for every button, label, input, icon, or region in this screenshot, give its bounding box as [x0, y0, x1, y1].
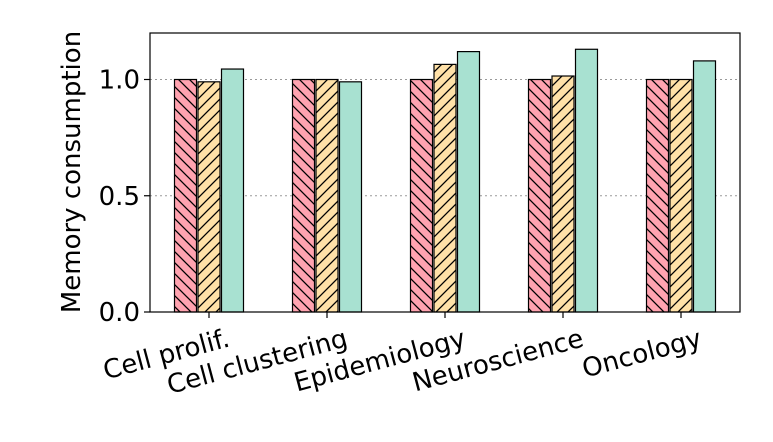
- y-tick-label: 0.0: [99, 298, 140, 328]
- bar-hatch: [528, 79, 551, 312]
- bar-hatch: [198, 81, 220, 312]
- bar-fill: [221, 69, 244, 312]
- bar-hatch: [292, 79, 315, 312]
- y-axis-title: Memory consumption: [57, 31, 87, 313]
- bar-hatch: [646, 79, 669, 312]
- bar-hatch: [670, 79, 692, 312]
- bar-fill: [693, 60, 716, 313]
- x-tick-label: Oncology: [579, 324, 705, 385]
- bar-hatch: [174, 79, 197, 312]
- x-axis-ticks: Cell prolif.Cell clusteringEpidemiologyN…: [100, 312, 705, 401]
- bars-group: [173, 48, 717, 313]
- bar-hatch: [552, 76, 574, 312]
- y-tick-label: 0.5: [99, 182, 140, 212]
- bar-fill: [575, 49, 598, 313]
- bar-hatch: [316, 79, 338, 312]
- y-tick-label: 1.0: [99, 66, 140, 96]
- bar-fill: [339, 81, 362, 312]
- y-axis-ticks: 0.0 0.5 1.0: [99, 66, 150, 328]
- bar-hatch: [434, 64, 456, 312]
- bar-hatch: [410, 79, 433, 312]
- bar-fill: [457, 51, 480, 312]
